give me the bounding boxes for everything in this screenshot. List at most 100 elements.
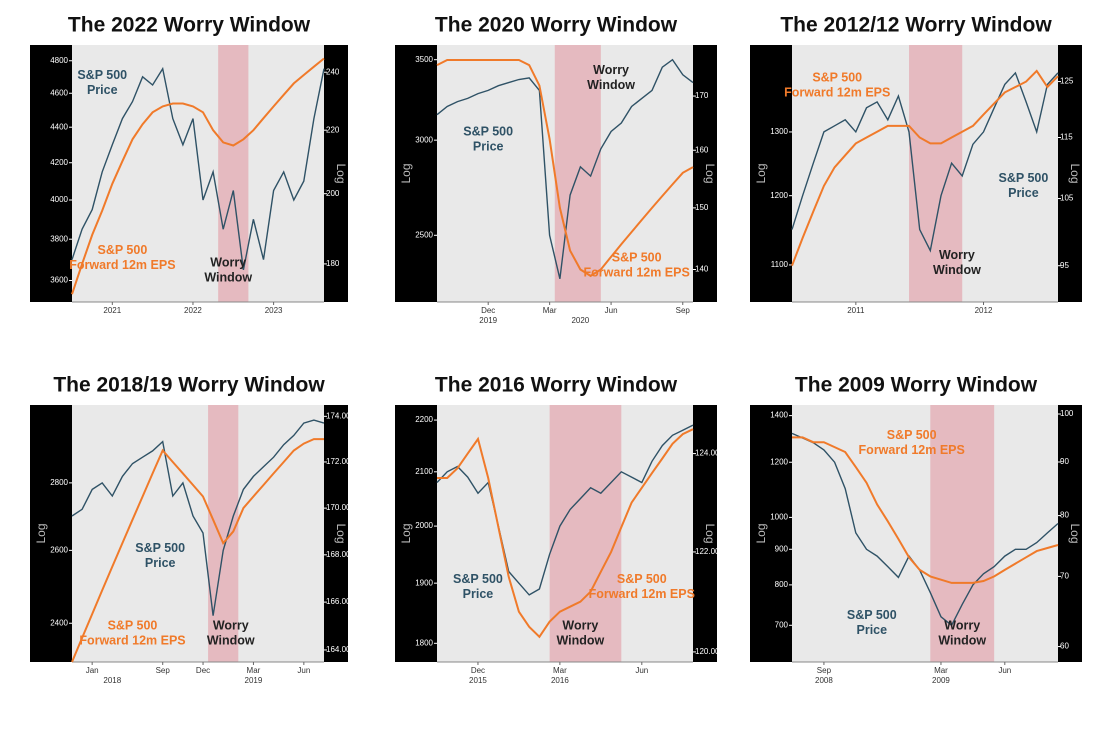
y2-tick-label: 105 [1060,194,1074,203]
eps-label: S&P 500 [887,428,937,442]
y-tick-label: 1800 [415,638,433,647]
worry-label: Window [556,633,604,647]
x-tick-label: Jun [998,666,1011,675]
y2-tick-label: 60 [1060,642,1069,651]
worry-label: Window [207,633,255,647]
x-tick-label: Mar [553,666,567,675]
y2-axis-label: Log [334,523,348,543]
x-year-label: 2016 [551,676,569,685]
x-year-label: 2008 [815,676,833,685]
eps-label: S&P 500 [108,618,158,632]
worry-window-shade [930,405,995,662]
x-tick-label: Jun [635,666,648,675]
y-tick-label: 3000 [415,135,433,144]
y2-tick-label: 150 [695,203,709,212]
eps-label: Forward 12m EPS [584,266,690,280]
y2-tick-label: 240 [326,67,340,76]
chart-title: The 2022 Worry Window [68,14,311,37]
y-tick-label: 1300 [770,127,788,136]
eps-label: Forward 12m EPS [784,86,890,100]
right-axis-strip [324,45,348,302]
y-tick-label: 1400 [770,411,788,420]
y2-tick-label: 164.0000 [326,645,360,654]
y-tick-label: 2600 [50,545,68,554]
y-tick-label: 2100 [415,467,433,476]
worry-label: Window [587,78,635,92]
x-tick-label: Dec [481,306,495,315]
y-tick-label: 4800 [50,56,68,65]
y2-tick-label: 170 [695,91,709,100]
y2-tick-label: 100 [1060,409,1074,418]
y2-axis-label: Log [1068,523,1082,543]
x-tick-label: 2012 [975,306,993,315]
y-axis-label: Log [399,163,413,183]
x-tick-label: Dec [471,666,485,675]
eps-line [437,428,694,639]
y2-tick-label: 174.0000 [326,411,360,420]
y-tick-label: 4600 [50,88,68,97]
y-tick-label: 700 [775,620,789,629]
y-axis-label: Log [754,163,768,183]
y-tick-label: 1900 [415,578,433,587]
y-tick-label: 4400 [50,122,68,131]
worry-window-shade [549,405,622,662]
left-axis-strip [750,405,792,662]
y2-tick-label: 168.0000 [326,550,360,559]
y2-tick-label: 124.0000 [695,449,729,458]
y-tick-label: 2000 [415,521,433,530]
y-tick-label: 900 [775,544,789,553]
price-label: Price [145,556,176,570]
price-label: S&P 500 [135,541,185,555]
price-line [436,58,694,279]
worry-label: Worry [562,618,598,632]
eps-label: S&P 500 [617,572,667,586]
worry-window-shade [208,405,239,662]
y-axis-label: Log [34,523,48,543]
x-tick-label: Mar [543,306,557,315]
price-label: Price [1008,186,1039,200]
y2-axis-label: Log [703,163,717,183]
y-tick-label: 1200 [770,457,788,466]
price-line [791,71,1059,253]
y2-tick-label: 90 [1060,457,1069,466]
plot-background [72,45,324,302]
price-label: S&P 500 [463,125,513,139]
y2-axis-label: Log [334,163,348,183]
price-line [71,419,325,616]
worry-label: Window [204,271,252,285]
worry-label: Worry [593,63,629,77]
x-tick-label: Jun [297,666,310,675]
x-tick-label: 2023 [265,306,283,315]
y-tick-label: 1000 [770,513,788,522]
y2-tick-label: 180 [326,259,340,268]
y2-tick-label: 166.0000 [326,597,360,606]
x-tick-label: Mar [934,666,948,675]
x-tick-label: Jun [605,306,618,315]
x-year-label: 2019 [245,676,263,685]
y-tick-label: 4200 [50,158,68,167]
y-tick-label: 3600 [50,276,68,285]
chart-title: The 2009 Worry Window [795,374,1038,397]
right-axis-strip [324,405,348,662]
eps-line [71,438,324,663]
left-axis-strip [30,45,72,302]
left-axis-strip [750,45,792,302]
x-tick-label: Sep [156,666,171,675]
eps-line [436,59,694,278]
x-year-label: 2009 [932,676,950,685]
y2-tick-label: 80 [1060,511,1069,520]
y-axis-label: Log [399,523,413,543]
worry-label: Window [933,263,981,277]
worry-window-shade [909,45,963,302]
y-tick-label: 800 [775,580,789,589]
y-tick-label: 2800 [50,478,68,487]
y2-axis-label: Log [703,523,717,543]
worry-label: Worry [939,248,975,262]
eps-label: Forward 12m EPS [79,633,185,647]
y2-tick-label: 140 [695,265,709,274]
y-tick-label: 1200 [770,191,788,200]
price-label: S&P 500 [453,572,503,586]
y2-tick-label: 200 [326,189,340,198]
y2-tick-label: 172.0000 [326,457,360,466]
eps-line [791,69,1059,267]
